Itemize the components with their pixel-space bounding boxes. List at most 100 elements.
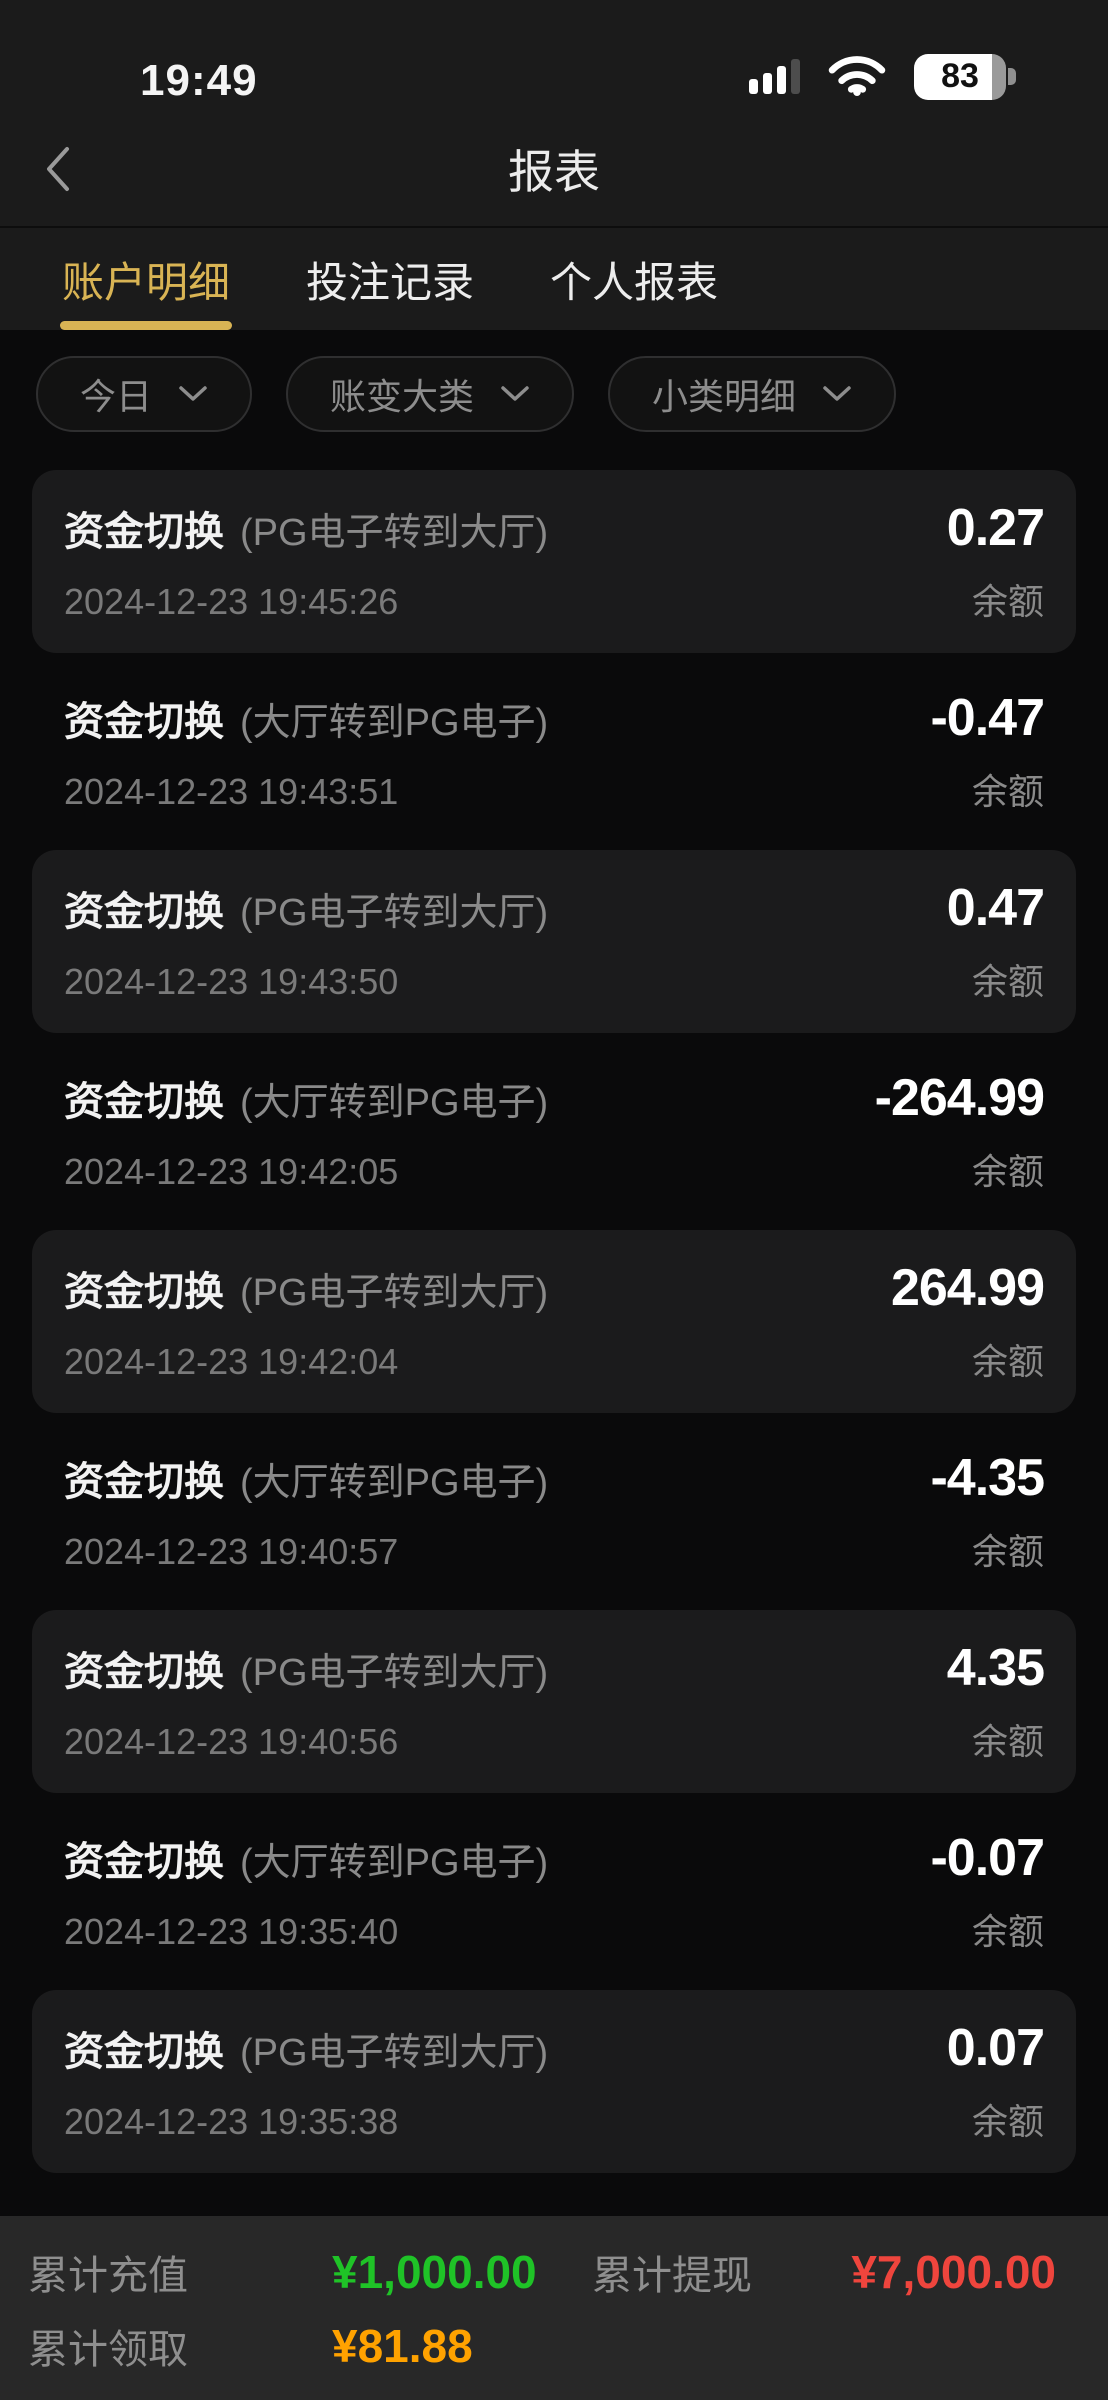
tab-item[interactable]: 投注记录 [306,228,474,330]
transaction-amount: 0.07 [946,2019,1045,2077]
transaction-amount: -264.99 [874,1069,1045,1127]
transaction-row[interactable]: 资金切换 (PG电子转到大厅) 0.07 2024-12-23 19:35:38… [32,1990,1076,2173]
signal-strength-icon [749,59,800,94]
transaction-row[interactable]: 资金切换 (大厅转到PG电子) -0.47 2024-12-23 19:43:5… [32,660,1076,843]
transaction-datetime: 2024-12-23 19:42:05 [64,1151,399,1192]
tab-item[interactable]: 账户明细 [59,228,233,330]
battery-percent-text: 83 [941,57,979,95]
transaction-detail: (PG电子转到大厅) [240,2032,549,2074]
transaction-type: 资金切换 [64,1460,224,1504]
transaction-balance-label: 余额 [971,2101,1044,2142]
transaction-type: 资金切换 [64,700,224,744]
battery-icon: 83 [914,53,1016,100]
transaction-balance-label: 余额 [971,1531,1044,1572]
header: 19:49 83 报表 账户明细 [0,0,1108,330]
transaction-amount: 4.35 [946,1639,1045,1697]
transaction-detail: (PG电子转到大厅) [240,1652,549,1694]
transaction-title: 资金切换 (大厅转到PG电子) [64,689,548,747]
total-withdraw-label: 累计提现 [592,2254,752,2298]
total-claim-value: ¥81.88 [332,2320,473,2372]
filter-bar: 今日 账变大类 小类明细 [0,330,1108,432]
transaction-title: 资金切换 (PG电子转到大厅) [64,499,548,557]
status-icons: 83 [749,51,1016,106]
transaction-balance-label: 余额 [971,961,1044,1002]
transaction-type: 资金切换 [64,2030,224,2074]
chevron-left-icon [47,147,69,191]
transaction-datetime: 2024-12-23 19:42:04 [64,1341,399,1382]
filter-pill-label: 今日 [80,376,153,417]
transaction-title: 资金切换 (PG电子转到大厅) [64,1639,548,1697]
back-button[interactable] [30,112,86,226]
transaction-row[interactable]: 资金切换 (大厅转到PG电子) -0.07 2024-12-23 19:35:4… [32,1800,1076,1983]
filter-pill[interactable]: 账变大类 [286,356,575,432]
transaction-balance-label: 余额 [971,1341,1044,1382]
chevron-down-icon [501,386,529,401]
transaction-detail: (PG电子转到大厅) [240,892,549,934]
transaction-type: 资金切换 [64,510,224,554]
transaction-detail: (PG电子转到大厅) [240,1272,549,1314]
transaction-row[interactable]: 资金切换 (PG电子转到大厅) 0.27 2024-12-23 19:45:26… [32,470,1076,653]
transaction-datetime: 2024-12-23 19:35:40 [64,1911,399,1952]
filter-pill-label: 小类明细 [652,376,797,417]
total-recharge-value: ¥1,000.00 [332,2246,537,2298]
transaction-amount: 264.99 [890,1259,1045,1317]
total-claim-label: 累计领取 [28,2328,188,2372]
tab-label: 投注记录 [306,258,475,306]
transaction-title: 资金切换 (大厅转到PG电子) [64,1069,548,1127]
transaction-list: 资金切换 (PG电子转到大厅) 0.27 2024-12-23 19:45:26… [0,470,1108,2370]
transaction-type: 资金切换 [64,1650,224,1694]
transaction-amount: 0.27 [946,499,1045,557]
summary-bar: 累计充值 ¥1,000.00 累计提现 ¥7,000.00 累计领取 ¥81.8… [0,2216,1108,2400]
transaction-datetime: 2024-12-23 19:45:26 [64,581,399,622]
transaction-detail: (PG电子转到大厅) [240,512,549,554]
transaction-row[interactable]: 资金切换 (大厅转到PG电子) -264.99 2024-12-23 19:42… [32,1040,1076,1223]
transaction-datetime: 2024-12-23 19:43:50 [64,961,399,1002]
transaction-detail: (大厅转到PG电子) [240,1842,549,1884]
transaction-balance-label: 余额 [971,771,1044,812]
transaction-type: 资金切换 [64,1270,224,1314]
chevron-down-icon [823,386,851,401]
transaction-type: 资金切换 [64,1840,224,1884]
transaction-row[interactable]: 资金切换 (PG电子转到大厅) 0.47 2024-12-23 19:43:50… [32,850,1076,1033]
tab-label: 个人报表 [550,258,719,306]
transaction-datetime: 2024-12-23 19:43:51 [64,771,399,812]
total-recharge-label: 累计充值 [28,2254,188,2298]
transaction-balance-label: 余额 [971,1721,1044,1762]
filter-pill[interactable]: 今日 [36,356,253,432]
tab-item[interactable]: 个人报表 [550,228,718,330]
transaction-datetime: 2024-12-23 19:40:57 [64,1531,399,1572]
page-title: 报表 [508,146,600,198]
wifi-icon [826,51,888,102]
nav-bar: 报表 [0,112,1108,226]
filter-pill[interactable]: 小类明细 [608,356,897,432]
transaction-datetime: 2024-12-23 19:35:38 [64,2101,399,2142]
transaction-balance-label: 余额 [971,1151,1044,1192]
transaction-title: 资金切换 (PG电子转到大厅) [64,879,548,937]
tab-label: 账户明细 [62,258,231,306]
transaction-balance-label: 余额 [971,581,1044,622]
transaction-datetime: 2024-12-23 19:40:56 [64,1721,399,1762]
clock-text: 19:49 [140,56,258,105]
total-withdraw-value: ¥7,000.00 [851,2246,1056,2298]
transaction-row[interactable]: 资金切换 (PG电子转到大厅) 264.99 2024-12-23 19:42:… [32,1230,1076,1413]
transaction-amount: -4.35 [930,1449,1045,1507]
chevron-down-icon [179,386,207,401]
transaction-row[interactable]: 资金切换 (大厅转到PG电子) -4.35 2024-12-23 19:40:5… [32,1420,1076,1603]
transaction-amount: 0.47 [946,879,1045,937]
transaction-row[interactable]: 资金切换 (PG电子转到大厅) 4.35 2024-12-23 19:40:56… [32,1610,1076,1793]
transaction-detail: (大厅转到PG电子) [240,1082,549,1124]
transaction-title: 资金切换 (大厅转到PG电子) [64,1449,548,1507]
transaction-title: 资金切换 (PG电子转到大厅) [64,1259,548,1317]
transaction-type: 资金切换 [64,890,224,934]
transaction-type: 资金切换 [64,1080,224,1124]
transaction-title: 资金切换 (大厅转到PG电子) [64,1829,548,1887]
tab-bar: 账户明细 投注记录 个人报表 [0,226,1108,330]
transaction-detail: (大厅转到PG电子) [240,702,549,744]
transaction-amount: -0.47 [930,689,1045,747]
transaction-title: 资金切换 (PG电子转到大厅) [64,2019,548,2077]
status-bar: 19:49 83 [0,0,1108,112]
transaction-detail: (大厅转到PG电子) [240,1462,549,1504]
transaction-balance-label: 余额 [971,1911,1044,1952]
transaction-amount: -0.07 [930,1829,1045,1887]
filter-pill-label: 账变大类 [330,376,475,417]
